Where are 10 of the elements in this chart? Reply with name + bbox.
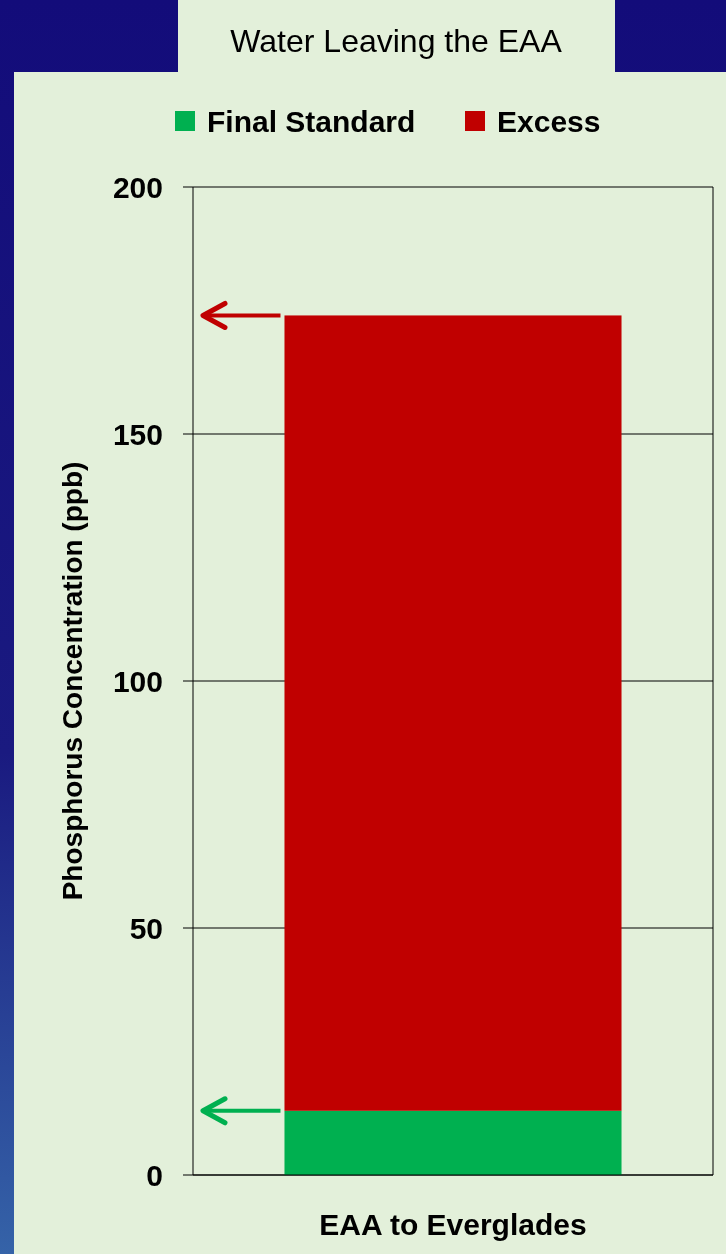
y-tick-label: 100 (112, 664, 163, 698)
chart-title: Water Leaving the EAA (230, 23, 563, 59)
legend-label: Excess (497, 105, 601, 138)
y-tick-label: 150 (112, 417, 163, 451)
y-tick-label: 50 (129, 911, 163, 945)
y-tick-label: 200 (112, 170, 163, 204)
x-tick-label: EAA to Everglades (319, 1208, 587, 1241)
y-axis-title: Phosphorus Concentration (ppb) (57, 461, 88, 901)
y-tick-label: 0 (146, 1158, 163, 1192)
legend-label: Final Standard (207, 105, 416, 138)
